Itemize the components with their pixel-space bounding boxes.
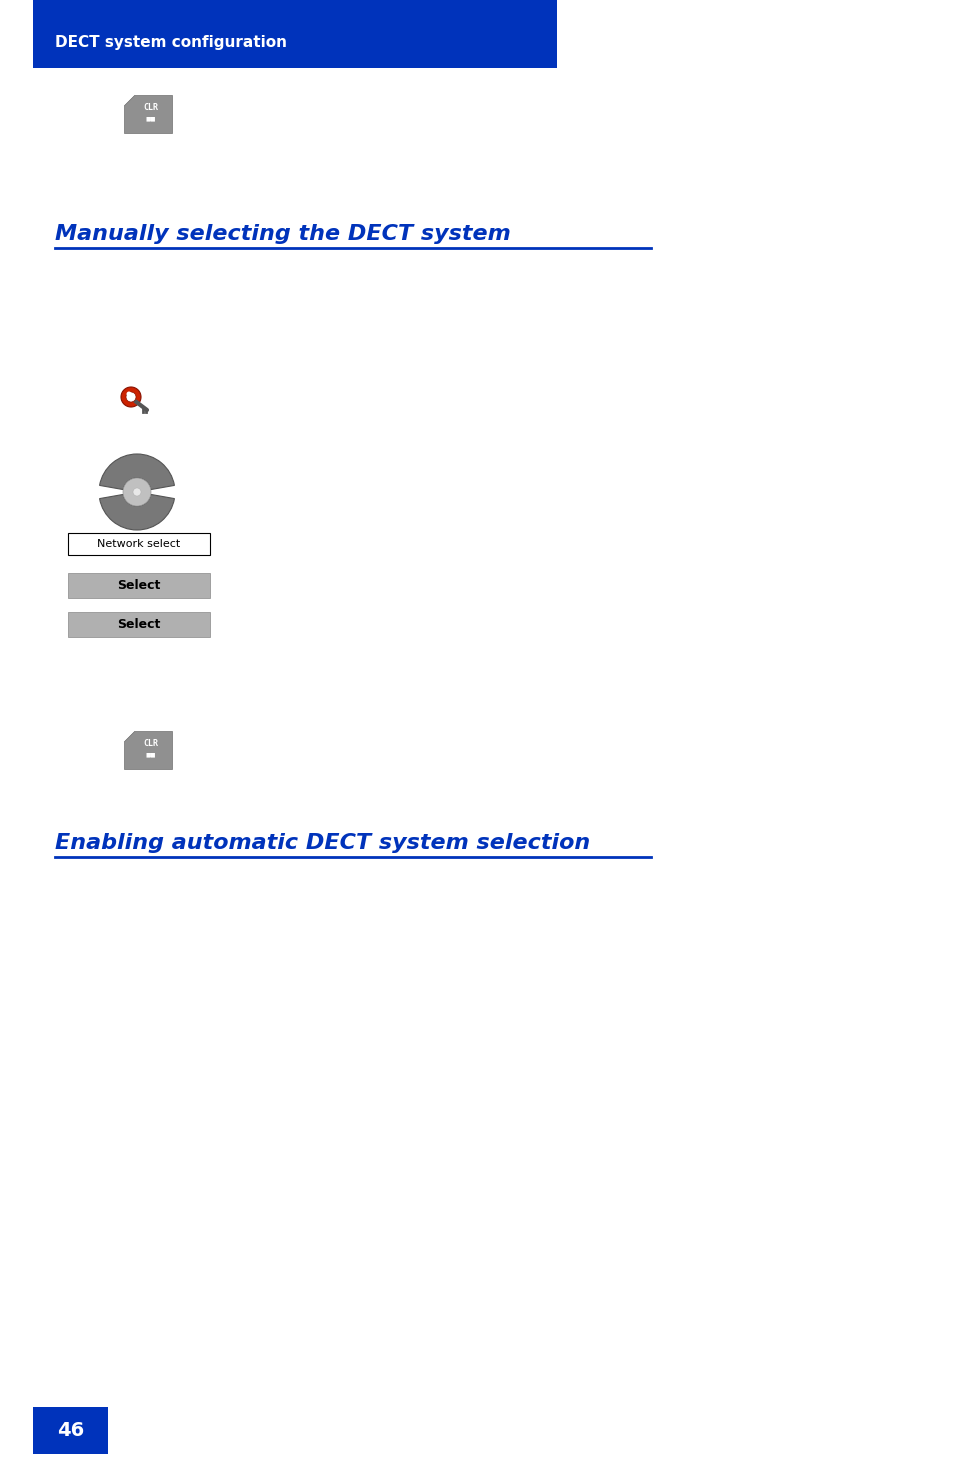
Text: Enabling automatic DECT system selection: Enabling automatic DECT system selection — [55, 833, 590, 853]
FancyBboxPatch shape — [33, 0, 557, 68]
FancyBboxPatch shape — [68, 532, 210, 555]
Text: ■■: ■■ — [146, 752, 156, 758]
Text: Select: Select — [117, 618, 160, 631]
Text: Network select: Network select — [97, 538, 180, 549]
Text: Select: Select — [117, 580, 160, 591]
FancyBboxPatch shape — [68, 612, 210, 637]
Circle shape — [123, 478, 151, 506]
Circle shape — [126, 392, 136, 403]
Polygon shape — [124, 732, 133, 740]
Polygon shape — [124, 94, 172, 133]
Text: 46: 46 — [57, 1420, 84, 1440]
FancyBboxPatch shape — [33, 1407, 108, 1454]
Text: CLR: CLR — [143, 739, 158, 748]
Text: Manually selecting the DECT system: Manually selecting the DECT system — [55, 224, 510, 243]
Polygon shape — [124, 94, 133, 105]
FancyBboxPatch shape — [68, 572, 210, 597]
Text: CLR: CLR — [143, 103, 158, 112]
Wedge shape — [99, 494, 174, 530]
Polygon shape — [124, 732, 172, 768]
Wedge shape — [99, 454, 174, 490]
Circle shape — [121, 386, 141, 407]
Text: ■■: ■■ — [146, 117, 156, 121]
Circle shape — [127, 391, 132, 397]
Circle shape — [132, 488, 141, 496]
Text: DECT system configuration: DECT system configuration — [55, 34, 287, 50]
